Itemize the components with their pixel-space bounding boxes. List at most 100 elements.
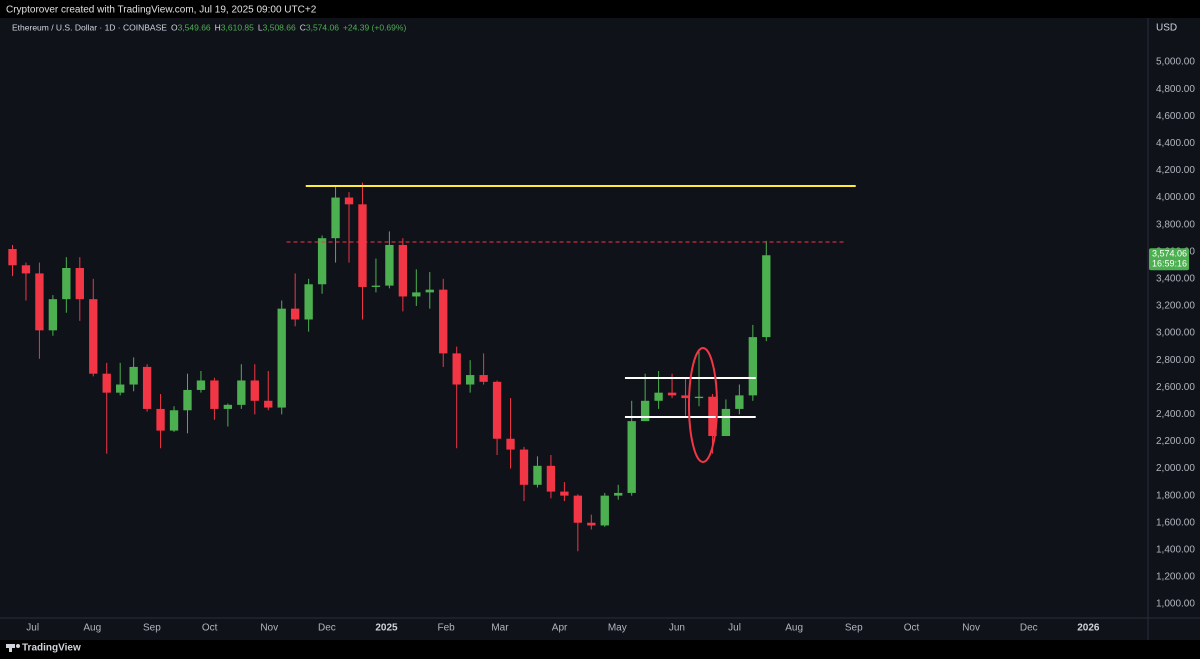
legend-text: Ethereum / U.S. Dollar · 1D · COINBASE: [12, 22, 167, 32]
y-tick-label: 3,000.00: [1156, 328, 1195, 339]
candle-body: [156, 408, 165, 431]
candle-body: [587, 522, 596, 526]
y-tick-label: 4,800.00: [1156, 84, 1195, 95]
candle-body: [654, 392, 663, 401]
candle-body: [344, 197, 354, 205]
y-tick-label: 4,000.00: [1156, 192, 1195, 203]
legend-text: O: [171, 22, 178, 32]
y-tick-label: 3,200.00: [1156, 301, 1195, 312]
y-tick-label: 2,600.00: [1156, 382, 1195, 393]
candle-body: [75, 268, 84, 300]
y-tick-label: 1,000.00: [1156, 599, 1195, 610]
candle-body: [223, 404, 233, 409]
x-tick-label: Sep: [143, 623, 161, 634]
candle-body: [331, 197, 340, 239]
x-tick-label: Nov: [260, 623, 278, 634]
candle-body: [196, 380, 206, 390]
legend-text: H: [215, 22, 221, 32]
price-countdown: 16:59:16: [1152, 259, 1187, 269]
y-tick-label: 1,600.00: [1156, 517, 1195, 528]
candle-body: [519, 449, 529, 485]
candle-body: [465, 375, 475, 385]
candle-body: [452, 353, 461, 385]
legend-text: +24.39 (+0.69%): [343, 22, 406, 32]
header: Cryptorover created with TradingView.com…: [6, 5, 317, 16]
candle-body: [614, 492, 623, 496]
x-tick-label: May: [608, 623, 627, 634]
candle-body: [627, 421, 636, 493]
x-tick-label: Oct: [202, 623, 218, 634]
y-tick-label: 2,400.00: [1156, 409, 1195, 420]
y-tick-label: 1,400.00: [1156, 544, 1195, 555]
legend-text: 3,610.85: [221, 22, 254, 32]
candle-body: [371, 285, 381, 287]
candle-body: [237, 380, 246, 405]
candle-body: [102, 373, 111, 393]
x-tick-label: 2025: [375, 623, 398, 634]
footer: TradingView: [22, 643, 81, 654]
candle-body: [142, 366, 152, 409]
legend-text: 3,549.66: [178, 22, 211, 32]
candle-body: [681, 395, 690, 399]
candle-body: [317, 238, 327, 285]
x-tick-label: Apr: [552, 623, 568, 634]
y-tick-label: 3,400.00: [1156, 273, 1195, 284]
candle-body: [358, 204, 367, 287]
candle-body: [264, 400, 273, 408]
plot-area: [0, 18, 1148, 618]
candle-body: [560, 491, 569, 496]
y-tick-label: 2,800.00: [1156, 355, 1195, 366]
candle-body: [721, 408, 731, 437]
x-tick-label: Mar: [491, 623, 509, 634]
price-label: 3,574.06: [1152, 249, 1187, 259]
candle-body: [748, 337, 758, 396]
y-tick-label: 3,800.00: [1156, 219, 1195, 230]
x-tick-label: Sep: [845, 623, 863, 634]
candle-body: [412, 292, 421, 297]
candle-body: [425, 289, 434, 293]
y-tick-label: 2,200.00: [1156, 436, 1195, 447]
candle-body: [640, 400, 650, 422]
y-tick-label: 1,200.00: [1156, 572, 1195, 583]
candle-body: [573, 495, 583, 523]
logo: [6, 644, 20, 652]
x-tick-label: Aug: [785, 623, 803, 634]
candle-body: [546, 465, 556, 492]
time-axis: [0, 618, 1200, 640]
x-tick-label: Jul: [26, 623, 39, 634]
x-tick-label: 2026: [1077, 623, 1100, 634]
x-tick-label: Oct: [904, 623, 920, 634]
y-tick-label: 1,800.00: [1156, 490, 1195, 501]
legend-text: 3,574.06: [306, 22, 339, 32]
candle-body: [762, 255, 771, 338]
candle-body: [277, 308, 286, 408]
legend-text: L: [258, 22, 263, 32]
candle-body: [533, 465, 542, 485]
candle-body: [35, 273, 44, 331]
candle-body: [210, 380, 219, 409]
y-tick-label: 4,400.00: [1156, 138, 1195, 149]
candle-body: [304, 284, 313, 320]
candle-body: [439, 289, 448, 354]
x-tick-label: Nov: [962, 623, 980, 634]
candle-body: [169, 410, 179, 431]
candle-body: [89, 299, 98, 374]
candle-body: [492, 381, 502, 439]
candle-body: [735, 395, 744, 409]
highlight-ellipse: [688, 347, 718, 463]
candle-body: [8, 249, 17, 266]
candle-body: [290, 308, 300, 320]
candle-body: [506, 438, 515, 450]
x-tick-label: Dec: [318, 623, 336, 634]
candle-body: [62, 268, 71, 300]
candle-body: [385, 244, 394, 286]
candle-body: [398, 244, 408, 297]
x-tick-label: Dec: [1020, 623, 1038, 634]
x-tick-label: Feb: [438, 623, 456, 634]
candle-body: [667, 392, 677, 396]
y-tick-label: 5,000.00: [1156, 57, 1195, 68]
candle-body: [21, 265, 31, 274]
candle-body: [48, 299, 58, 331]
